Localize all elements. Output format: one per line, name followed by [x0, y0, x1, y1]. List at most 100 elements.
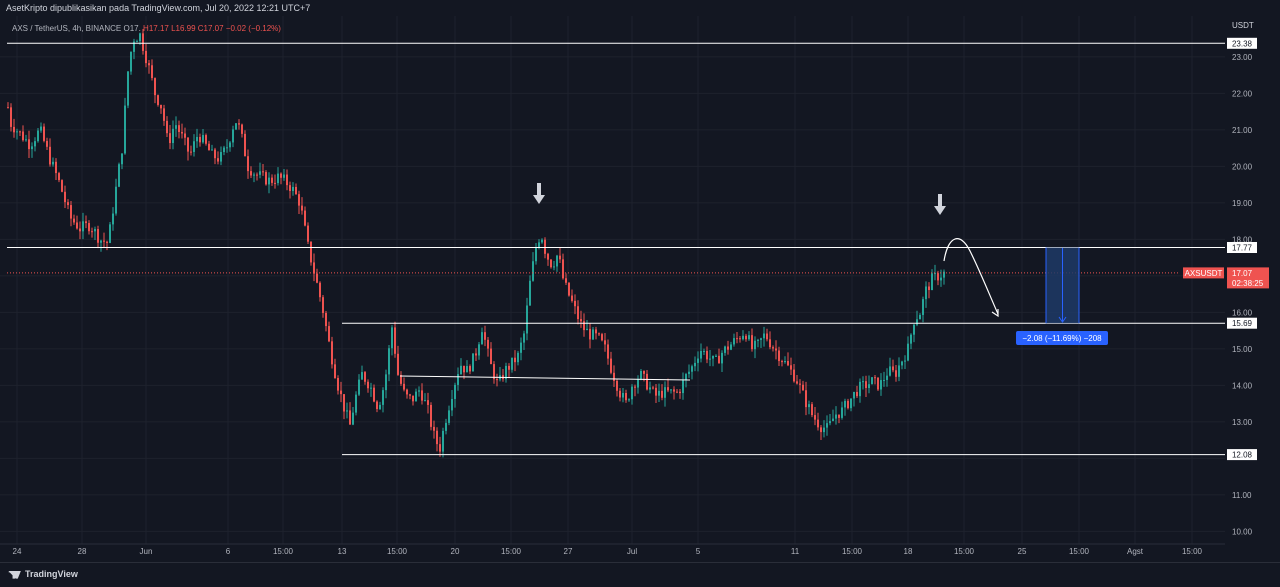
trend-line[interactable]: [399, 375, 691, 381]
candle-body: [619, 390, 621, 398]
candle-body: [613, 372, 615, 381]
down-arrow-icon-1: [533, 183, 545, 204]
measure-arrow-head: [1058, 316, 1067, 323]
candle-body: [325, 312, 327, 327]
candle-body: [175, 125, 177, 129]
candle-body: [103, 240, 105, 242]
candle-body: [391, 327, 393, 349]
time-tick: Jul: [627, 547, 637, 556]
level-label-3: 15.69: [1232, 319, 1253, 328]
candle-body: [829, 421, 831, 424]
candle-body: [874, 377, 876, 379]
time-tick: 15:00: [273, 547, 294, 556]
candle-body: [265, 172, 267, 185]
candle-body: [508, 365, 510, 370]
time-tick: 25: [1018, 547, 1027, 556]
time-tick: 20: [451, 547, 460, 556]
candle-body: [808, 404, 810, 408]
candle-body: [82, 221, 84, 232]
time-tick: 28: [78, 547, 87, 556]
candle-body: [343, 394, 345, 412]
candle-body: [205, 135, 207, 144]
candle-body: [889, 366, 891, 376]
candle-body: [610, 358, 612, 373]
candle-body: [571, 295, 573, 301]
candle-body: [934, 273, 936, 275]
projection-curve[interactable]: [943, 238, 999, 315]
candle-body: [199, 136, 201, 143]
candle-body: [55, 161, 57, 174]
candle-body: [820, 427, 822, 433]
candle-body: [64, 191, 66, 203]
candle-body: [388, 348, 390, 375]
candle-body: [826, 423, 828, 428]
candle-body: [193, 141, 195, 152]
candle-body: [337, 378, 339, 391]
chart-area[interactable]: −2.08 (−11.69%) −208 USDT 23.00 22.00 21.0…: [0, 16, 1280, 560]
candle-body: [133, 41, 135, 52]
candle-body: [7, 107, 9, 109]
chart-background: [0, 16, 1280, 560]
candle-body: [667, 387, 669, 391]
time-tick: 11: [791, 547, 800, 556]
candle-body: [940, 277, 942, 281]
candle-body: [322, 297, 324, 313]
candle-body: [58, 173, 60, 181]
candle-body: [859, 381, 861, 397]
candle-body: [289, 185, 291, 191]
time-axis[interactable]: 24 28 Jun 6 15:00 13 15:00 20 15:00 27 Jul 5 11 15:00…: [0, 543, 1225, 556]
candle-body: [907, 343, 909, 361]
candle-body: [115, 186, 117, 214]
candle-body: [367, 381, 369, 389]
candle-body: [451, 398, 453, 411]
time-tick: 15:00: [387, 547, 408, 556]
candle-body: [721, 352, 723, 364]
candle-body: [13, 126, 15, 133]
candle-body: [649, 387, 651, 390]
measure-label-box: [1016, 331, 1108, 345]
tradingview-logo[interactable]: TradingView: [8, 569, 78, 579]
price-tick: 18.00: [1232, 235, 1253, 244]
price-tick: 13.00: [1232, 418, 1253, 427]
candle-body: [523, 333, 525, 343]
time-tick: 15:00: [501, 547, 522, 556]
candle-body: [37, 130, 39, 142]
candle-body: [817, 419, 819, 428]
candle-body: [31, 146, 33, 150]
candle-body: [823, 427, 825, 433]
candle-body: [898, 365, 900, 377]
candle-body: [814, 415, 816, 420]
candle-body: [25, 139, 27, 141]
price-tick: 20.00: [1232, 162, 1253, 171]
candle-body: [445, 422, 447, 431]
candle-body: [331, 341, 333, 365]
candle-body: [319, 282, 321, 298]
candle-body: [286, 174, 288, 186]
candle-body: [652, 387, 654, 389]
candle-body: [592, 329, 594, 340]
candle-body: [310, 241, 312, 263]
candle-body: [484, 332, 486, 340]
candle-body: [715, 355, 717, 357]
candle-body: [622, 392, 624, 398]
candle-body: [253, 174, 255, 176]
candle-body: [409, 394, 411, 396]
candle-body: [541, 239, 543, 243]
candle-body: [937, 273, 939, 281]
candle-body: [544, 239, 546, 254]
candle-body: [187, 137, 189, 152]
candle-body: [577, 306, 579, 320]
candle-body: [232, 129, 234, 143]
candle-body: [208, 143, 210, 151]
candle-body: [790, 365, 792, 370]
price-tick: 22.00: [1232, 89, 1253, 98]
candle-body: [691, 366, 693, 372]
candle-body: [271, 177, 273, 183]
candle-body: [853, 391, 855, 399]
price-chart[interactable]: −2.08 (−11.69%) −208 USDT 23.00 22.00 21.0…: [0, 16, 1280, 560]
candle-body: [910, 334, 912, 344]
candle-body: [358, 379, 360, 395]
candle-body: [472, 353, 474, 372]
candle-body: [538, 242, 540, 248]
candle-body: [364, 372, 366, 382]
